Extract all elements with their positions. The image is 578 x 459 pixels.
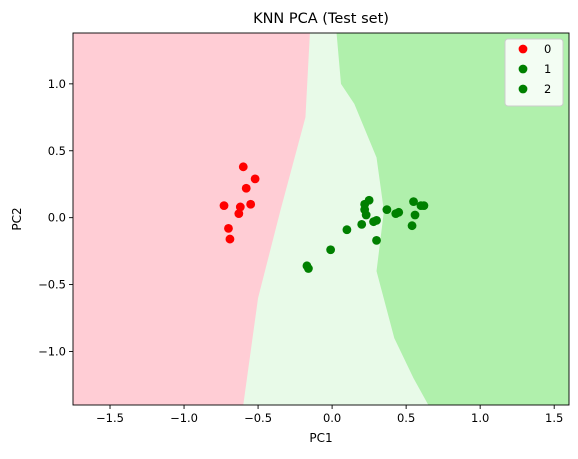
x-axis-ticks: −1.5 −1.0 −0.5 0.0 0.5 1.0 1.5: [96, 405, 563, 425]
x-tick-label: −0.5: [244, 411, 272, 425]
point-class-1-4: [357, 219, 367, 229]
legend-label-2: 2: [544, 82, 551, 96]
point-class-1-9: [326, 245, 336, 255]
legend-marker-0: [518, 44, 528, 54]
legend-box: [504, 38, 564, 107]
point-class-1-8: [372, 236, 381, 245]
legend: 0 1 2: [504, 38, 564, 107]
x-tick-label: −1.0: [170, 411, 198, 425]
point-class-0-4: [235, 202, 245, 212]
x-tick-label: 1.0: [471, 411, 489, 425]
point-class-1-11: [304, 264, 313, 273]
point-class-0-6: [234, 209, 244, 219]
point-class-1-3: [361, 210, 371, 220]
y-tick-label: −1.0: [38, 344, 66, 358]
region-class-2: [336, 33, 569, 405]
point-class-0-2: [241, 183, 251, 193]
point-class-2-3: [409, 197, 418, 207]
plot-area: [73, 33, 569, 405]
y-tick-label: 1.0: [48, 77, 66, 91]
legend-label-1: 1: [544, 62, 551, 76]
y-tick-label: −0.5: [38, 278, 66, 292]
x-tick-label: −1.5: [96, 411, 124, 425]
point-class-2-2: [394, 207, 404, 217]
x-tick-label: 0.0: [323, 411, 341, 425]
point-class-0-3: [219, 201, 229, 211]
legend-marker-2: [518, 84, 528, 94]
x-tick-label: 1.5: [545, 411, 563, 425]
point-class-0-0: [238, 162, 248, 172]
point-class-1-7: [342, 225, 352, 235]
legend-marker-1: [518, 64, 528, 74]
point-class-1-6: [372, 215, 381, 225]
point-class-2-0: [382, 205, 392, 215]
point-class-2-6: [419, 201, 429, 211]
point-class-0-5: [246, 199, 256, 209]
x-tick-label: 0.5: [397, 411, 415, 425]
y-tick-label: 0.0: [48, 211, 66, 225]
points-layer: [219, 162, 429, 273]
chart-title: KNN PCA (Test set): [253, 11, 389, 27]
point-class-0-8: [225, 234, 235, 244]
plot-frame: [72, 32, 570, 406]
point-class-2-7: [407, 221, 417, 231]
y-axis-ticks: −1.0 −0.5 0.0 0.5 1.0: [38, 77, 73, 358]
point-class-0-7: [224, 223, 233, 233]
point-class-2-4: [410, 210, 420, 220]
y-tick-label: 0.5: [48, 144, 66, 158]
point-class-0-1: [250, 174, 260, 184]
x-axis-label: PC1: [309, 431, 332, 445]
legend-label-0: 0: [544, 42, 551, 56]
y-axis-label: PC2: [10, 207, 24, 230]
